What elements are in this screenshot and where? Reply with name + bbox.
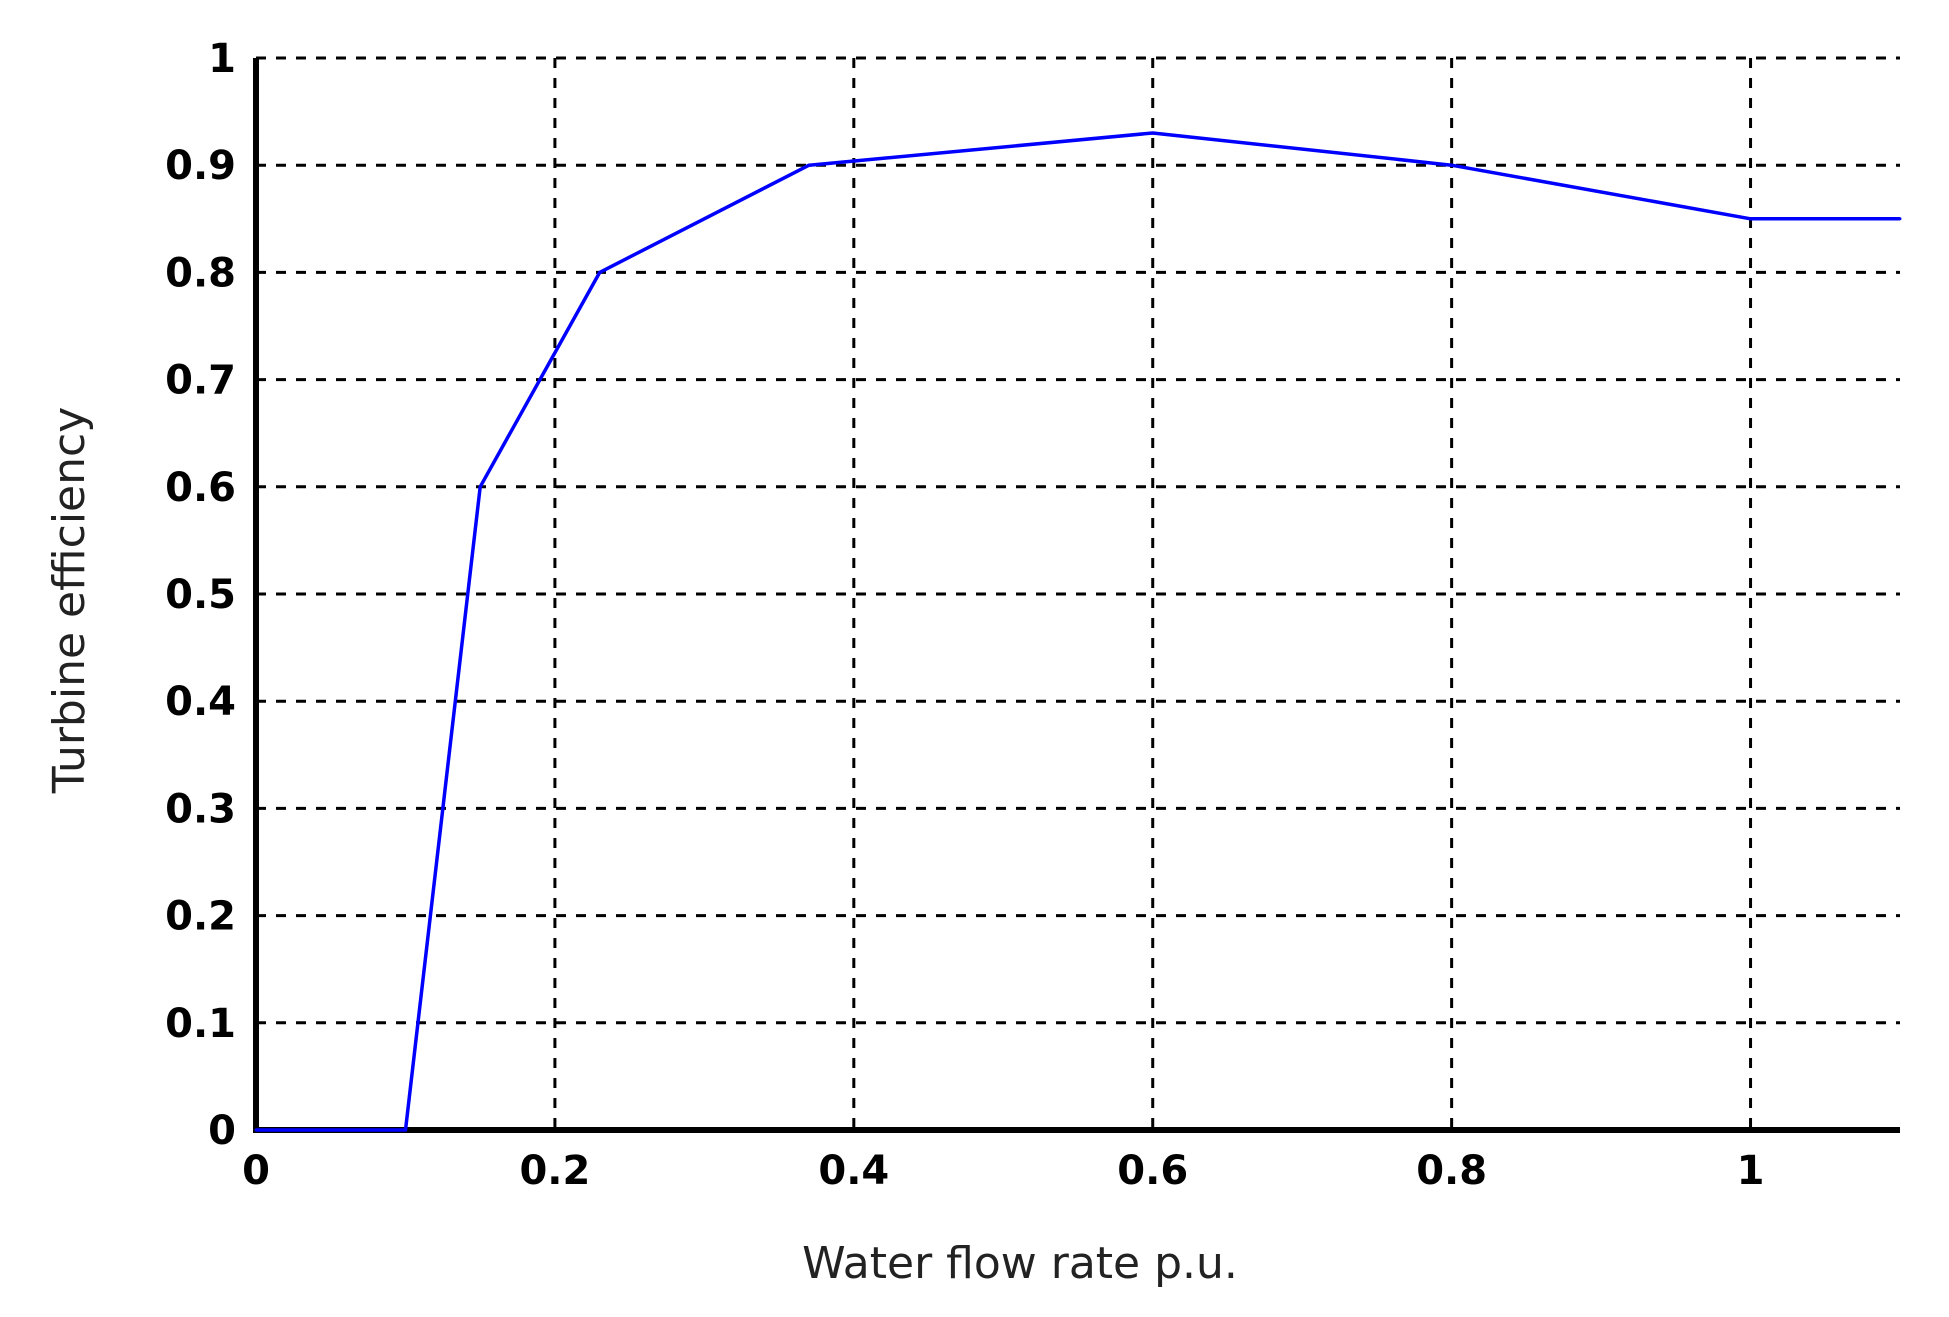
x-tick-labels: 0 0.2 0.4 0.6 0.8 1 — [242, 1148, 1764, 1194]
data-point — [403, 1128, 407, 1132]
y-tick-label: 0.1 — [165, 1001, 236, 1047]
y-axis-title: Turbine efficiency — [44, 407, 95, 794]
series-layer — [254, 131, 1902, 1132]
y-tick-labels: 0 0.1 0.2 0.3 0.4 0.5 0.6 0.7 0.8 0.9 1 — [165, 36, 236, 1154]
y-tick-label: 0.3 — [165, 786, 236, 832]
y-tick-label: 0.4 — [165, 679, 236, 725]
y-tick-label: 1 — [208, 36, 236, 82]
y-tick-label: 0.2 — [165, 894, 236, 940]
x-tick-label: 0.6 — [1117, 1148, 1188, 1194]
data-point — [254, 1128, 258, 1132]
y-tick-label: 0.5 — [165, 572, 236, 618]
data-point — [1450, 163, 1454, 167]
y-tick-label: 0.6 — [165, 465, 236, 511]
data-point — [1749, 217, 1753, 221]
y-tick-label: 0.8 — [165, 250, 236, 296]
x-tick-label: 0.2 — [519, 1148, 590, 1194]
x-tick-label: 1 — [1737, 1148, 1765, 1194]
y-tick-label: 0.7 — [165, 358, 236, 404]
data-point — [1151, 131, 1155, 135]
x-axis-title: Water flow rate p.u. — [802, 1238, 1238, 1289]
data-point — [478, 485, 482, 489]
x-tick-label: 0 — [242, 1148, 270, 1194]
y-tick-label: 0.9 — [165, 143, 236, 189]
axes-frame — [253, 58, 1900, 1133]
data-point — [807, 163, 811, 167]
x-tick-label: 0.4 — [818, 1148, 889, 1194]
data-point — [598, 270, 602, 274]
data-point — [1898, 217, 1902, 221]
x-tick-label: 0.8 — [1416, 1148, 1487, 1194]
y-tick-label: 0 — [208, 1108, 236, 1154]
grid — [256, 56, 1900, 1130]
